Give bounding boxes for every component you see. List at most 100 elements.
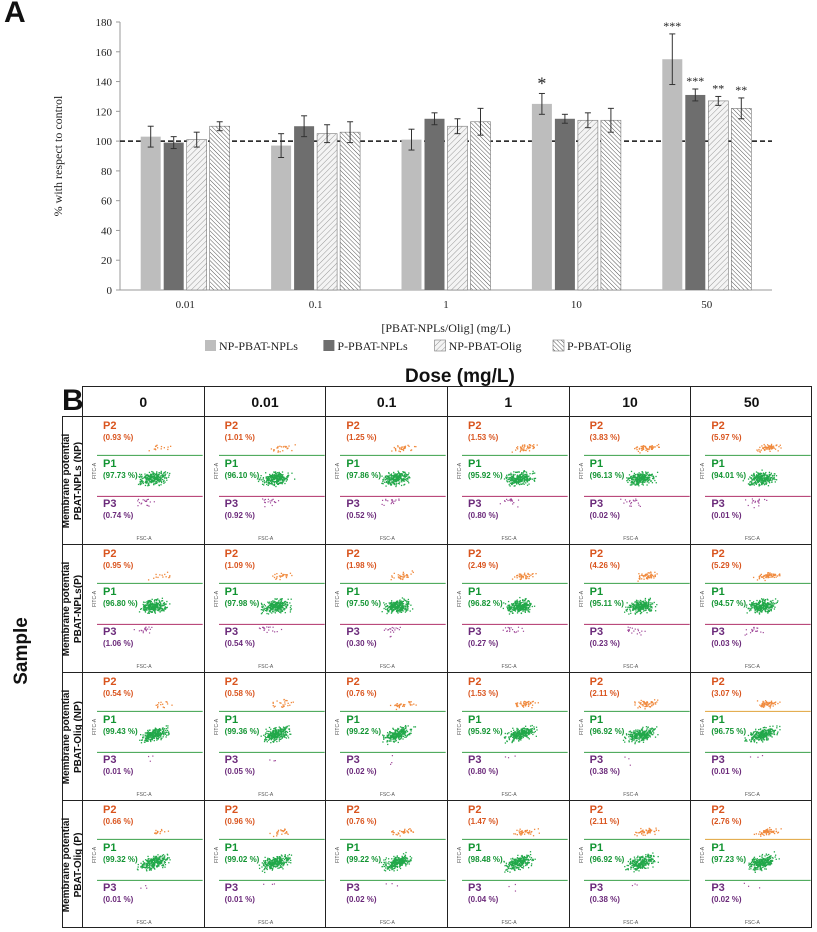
gate-percentage: (99.22 %) [346,855,382,865]
gate-percentage: (2.49 %) [468,561,499,570]
y-tick-label: 60 [101,196,113,208]
gate-name: P3 [346,498,360,511]
legend-label: P-PBAT-Olig [567,339,631,353]
x-axis-label: [PBAT-NPLs/Olig] (mg/L) [381,321,510,335]
x-axis-caption: FSC-A [379,792,395,798]
significance-mark: ** [712,81,724,95]
y-axis-caption: FITC-A [457,719,464,736]
gate-label-p1: P1 (97.23 %) [711,843,746,865]
gate-name: P3 [711,882,725,895]
gate-percentage: (0.27 %) [468,639,499,649]
scatter-plot [218,698,325,762]
legend-label: NP-PBAT-NPLs [219,339,298,353]
scatter-plot [97,701,203,762]
x-axis-caption: FSC-A [744,792,760,798]
population-p1-dots [260,725,292,744]
gate-name: P3 [224,626,239,639]
population-p2-dots [269,828,289,838]
gate-percentage: (5.97 %) [711,433,742,442]
scatter-plot [340,827,446,887]
legend-swatch [323,340,335,351]
bar-np-pbat-npls-50 [662,59,683,290]
gate-name: P2 [589,676,604,688]
gate-percentage: (94.57 %) [711,599,747,609]
gate-label-p2: P2 (0.93 %) [103,421,133,443]
y-tick-label: 140 [96,77,113,89]
gate-label-p2: P2 (1.53 %) [468,421,498,443]
population-p1-dots [623,597,658,615]
x-axis-caption: FSC-A [136,920,152,926]
gate-name: P3 [711,498,725,511]
flow-plot: FSC-A FITC-A P2 (1.53 %) P1 (95.92 %) P3 (0.80 … [447,416,569,544]
x-axis-caption: FSC-A [623,536,639,542]
x-tick-label: 50 [701,299,713,311]
gate-name: P1 [589,842,604,855]
gate-label-p3: P3 (0.02 %) [590,499,620,521]
gate-name: P1 [589,586,604,599]
gate-label-p2: P2 (1.47 %) [468,805,498,827]
gate-percentage: (0.02 %) [346,767,377,777]
gate-label-p2: P2 (3.83 %) [590,421,620,443]
scatter-plot [705,572,811,636]
x-tick-label: 0.1 [309,299,323,311]
gate-label-p3: P3 (0.01 %) [711,499,741,521]
y-axis-caption: FITC-A [700,591,707,608]
flow-plot: FSC-A FITC-A P2 (5.97 %) P1 (94.01 %) P3 (0.01 … [690,416,812,544]
gate-name: P2 [468,804,482,816]
population-p3-dots [624,756,631,766]
gate-percentage: (96.92 %) [589,855,625,865]
legend-label: P-PBAT-NPLs [337,339,408,353]
gate-name: P3 [711,626,725,639]
population-p3-dots [133,626,153,634]
gate-percentage: (4.26 %) [589,561,620,570]
row-label-line1: Membrane potential [60,689,72,784]
population-p1-dots [136,853,171,872]
scatter-plot [97,444,203,507]
gate-name: P2 [103,420,117,432]
gate-label-p2: P2 (0.58 %) [225,677,255,699]
x-axis-caption: FSC-A [379,920,395,926]
flow-plot: FSC-A FITC-A P2 (0.76 %) P1 (99.22 %) P3 (0.02 … [325,672,447,800]
gate-percentage: (1.06 %) [103,639,134,649]
gate-percentage: (0.38 %) [589,767,620,777]
row-label-line1: Membrane potential [60,433,72,528]
scatter-plot [462,444,568,508]
gate-name: P2 [589,548,604,560]
gate-label-p3: P3 (0.02 %) [711,883,741,905]
population-p2-dots [633,699,659,710]
x-axis-caption: FSC-A [501,536,517,542]
gate-label-p3: P3 (0.03 %) [711,627,741,649]
gate-percentage: (99.43 %) [103,727,138,737]
gate-label-p3: P3 (0.23 %) [590,627,620,649]
gate-percentage: (96.82 %) [468,599,503,609]
gate-percentage: (0.54 %) [103,689,134,698]
population-p1-dots [502,596,536,615]
gate-name: P3 [224,754,239,767]
gate-name: P1 [346,842,360,855]
gate-label-p1: P1 (96.75 %) [711,715,746,737]
gate-label-p1: P1 (96.13 %) [590,459,625,481]
gate-percentage: (0.96 %) [224,817,255,826]
bar-p-pbat-olig-0.1 [339,131,361,291]
population-p2-dots [155,701,173,709]
flow-plot: FSC-A FITC-A P2 (0.58 %) P1 (99.36 %) P3 (0.05 … [203,672,326,800]
gate-percentage: (96.75 %) [711,727,747,737]
gate-percentage: (0.52 %) [346,511,377,521]
population-p3-dots [268,759,276,762]
gate-label-p2: P2 (0.66 %) [103,805,133,827]
gate-percentage: (2.11 %) [589,817,620,826]
legend-swatch [552,339,565,352]
column-header-dose-0: 0 [82,386,204,416]
population-p1-dots [503,724,538,744]
gate-label-p2: P2 (0.76 %) [346,805,376,827]
population-p2-dots [513,828,540,837]
gate-name: P3 [468,754,482,767]
bar-p-pbat-olig-0.01 [209,125,230,291]
y-axis-caption: FITC-A [92,719,99,736]
gate-name: P2 [346,804,360,816]
gate-percentage: (96.92 %) [589,727,625,737]
population-p3-dots [261,498,279,508]
gate-percentage: (0.05 %) [224,767,255,777]
gate-name: P2 [224,548,239,560]
gate-label-p2: P2 (0.95 %) [103,549,133,571]
